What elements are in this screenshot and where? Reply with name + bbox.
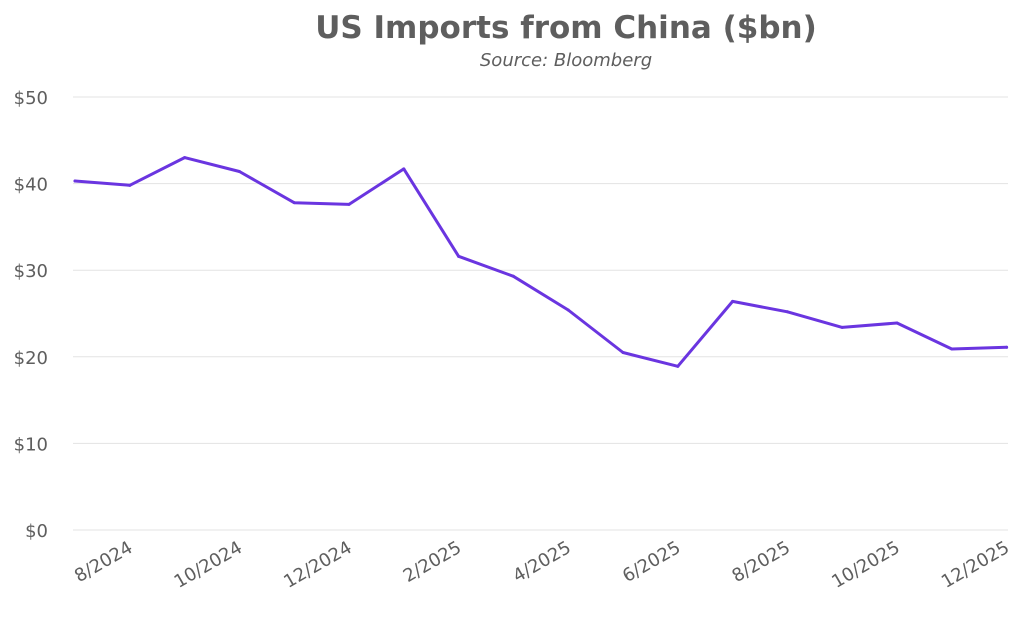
data-point (895, 321, 899, 325)
x-tick-label: 4/2025 (509, 537, 574, 587)
data-point (457, 254, 461, 258)
x-tick-label: 8/2025 (729, 537, 794, 587)
series-layer (73, 156, 1009, 368)
data-point (950, 347, 954, 351)
data-point (731, 299, 735, 303)
data-point (785, 310, 789, 314)
grid-lines (73, 96, 1008, 531)
chart-subtitle: Source: Bloomberg (480, 50, 652, 71)
x-tick-label: 12/2024 (280, 537, 355, 593)
data-point (292, 201, 296, 205)
x-tick-label: 8/2024 (71, 537, 136, 587)
x-axis: 8/2024 10/2024 12/2024 2/2025 4/2025 6/2025 8/… (71, 537, 1013, 593)
x-tick-label: 12/2025 (938, 537, 1013, 593)
data-point (73, 179, 77, 183)
data-point (840, 325, 844, 329)
y-axis: $0 $10 $20 $30 $40 $50 (14, 88, 48, 542)
y-tick-label: $40 (14, 175, 48, 196)
x-tick-label: 6/2025 (619, 537, 684, 587)
data-point (183, 156, 187, 160)
data-point (1005, 345, 1009, 349)
y-tick-label: $50 (14, 88, 48, 109)
x-tick-label: 10/2024 (171, 537, 246, 593)
x-tick-label: 10/2025 (828, 537, 903, 593)
data-point (347, 202, 351, 206)
chart-title: US Imports from China ($bn) (315, 10, 817, 46)
data-point (128, 183, 132, 187)
data-point (621, 350, 625, 354)
y-tick-label: $30 (14, 261, 48, 282)
y-tick-label: $20 (14, 348, 48, 369)
data-point (566, 308, 570, 312)
y-tick-label: $10 (14, 434, 48, 455)
series-line-0 (73, 156, 1009, 368)
data-point (676, 364, 680, 368)
data-point (237, 169, 241, 173)
data-point (402, 167, 406, 171)
y-tick-label: $0 (25, 521, 48, 542)
x-tick-label: 2/2025 (400, 537, 465, 587)
data-point (511, 274, 515, 278)
